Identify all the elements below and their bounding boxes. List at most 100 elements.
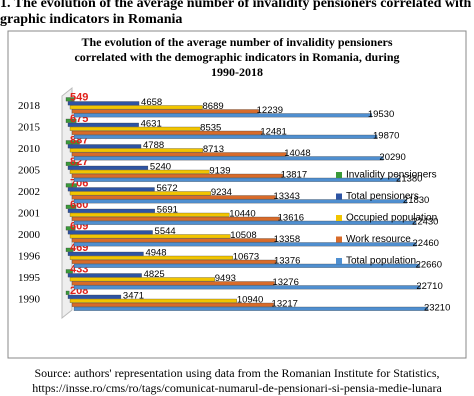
bar (69, 126, 201, 131)
bar (71, 130, 263, 135)
bar (69, 298, 237, 303)
legend-swatch (336, 215, 342, 221)
legend-swatch (336, 172, 342, 178)
bar (73, 134, 378, 139)
bar (69, 234, 231, 239)
value-label: 21830 (403, 195, 429, 206)
value-label: 13358 (274, 234, 300, 245)
legend-label: Invalidity pensioners (346, 170, 437, 181)
bar (67, 273, 142, 278)
legend-label: Total population (346, 256, 416, 267)
value-label: 5544 (155, 226, 176, 237)
value-label: 8713 (203, 144, 224, 155)
value-label: 10673 (233, 252, 259, 263)
caption: 1. The evolution of the average number o… (0, 0, 472, 11)
value-label: 23210 (424, 303, 450, 314)
bar (65, 226, 76, 231)
bar (73, 156, 384, 161)
value-label: 12239 (257, 105, 283, 116)
bar (73, 177, 401, 182)
value-label: 4788 (143, 140, 164, 151)
value-label: 12481 (260, 127, 286, 138)
value-label: 13616 (278, 213, 304, 224)
value-label: 8535 (200, 123, 221, 134)
bar (65, 97, 75, 102)
y-tick-label: 2010 (18, 143, 41, 155)
value-label: 8689 (203, 101, 224, 112)
bar (67, 144, 142, 149)
bar (69, 191, 211, 196)
value-label: 13343 (273, 191, 299, 202)
bar (65, 140, 80, 145)
legend-swatch (336, 193, 342, 200)
value-label: 19530 (368, 109, 394, 120)
bar (73, 220, 417, 225)
bar (65, 161, 79, 166)
value-label: 10440 (229, 209, 255, 220)
bar (69, 105, 203, 110)
bar (73, 285, 421, 290)
value-label: 22430 (412, 217, 438, 228)
chart-title: 1990-2018 (211, 65, 263, 79)
bar (71, 173, 283, 178)
value-label: 9234 (211, 187, 232, 198)
y-tick-label: 1996 (18, 251, 41, 263)
value-label: 9493 (215, 273, 236, 284)
bar (67, 101, 140, 106)
bar (69, 148, 204, 153)
value-label: 3471 (123, 291, 144, 302)
value-label: 5240 (150, 162, 171, 173)
value-label: 13276 (272, 277, 298, 288)
value-label: 13817 (281, 170, 307, 181)
value-label: 13376 (274, 256, 300, 267)
value-label: 4658 (141, 97, 162, 108)
y-tick-label: 2015 (18, 122, 41, 134)
value-label: 9139 (209, 166, 230, 177)
value-label: 22460 (413, 238, 439, 249)
value-label: 21380 (396, 174, 422, 185)
legend-label: Occupied population (346, 213, 437, 224)
bar (71, 152, 287, 157)
bar (65, 290, 70, 295)
y-tick-label: 2001 (18, 208, 40, 220)
bar (65, 183, 77, 188)
bar (73, 306, 429, 311)
legend-label: Work resource (346, 234, 411, 245)
value-label: 14048 (284, 148, 310, 159)
bar (65, 118, 77, 123)
bar (65, 247, 74, 252)
source: Source: authors' representation using da… (34, 366, 439, 380)
chart-title: The evolution of the average number of i… (81, 35, 392, 49)
value-label: 549 (70, 91, 88, 103)
chart-title: correlated with the demographic indicato… (74, 50, 399, 64)
bar (67, 230, 153, 235)
value-label: 10940 (237, 295, 263, 306)
bar (67, 122, 139, 127)
y-tick-label: 2005 (18, 165, 41, 177)
bar (67, 294, 122, 299)
value-label: 5672 (156, 183, 177, 194)
bar (71, 238, 276, 243)
value-label: 4825 (144, 269, 165, 280)
y-tick-label: 1995 (18, 272, 41, 284)
bar (71, 281, 275, 286)
legend-swatch (336, 258, 342, 264)
bar (69, 277, 215, 282)
value-label: 20290 (379, 152, 405, 163)
bar (71, 259, 277, 264)
bar (69, 255, 233, 260)
bar (65, 204, 77, 209)
bar (73, 242, 417, 247)
value-label: 5691 (157, 205, 178, 216)
value-label: 22660 (416, 260, 442, 271)
bar (69, 212, 230, 217)
caption: graphic indicators in Romania (0, 12, 182, 27)
bar (71, 302, 274, 307)
bar (73, 113, 372, 118)
bar (71, 216, 280, 221)
value-label: 13217 (272, 299, 298, 310)
bar (67, 251, 144, 256)
legend-label: Total pensioners (346, 191, 419, 202)
